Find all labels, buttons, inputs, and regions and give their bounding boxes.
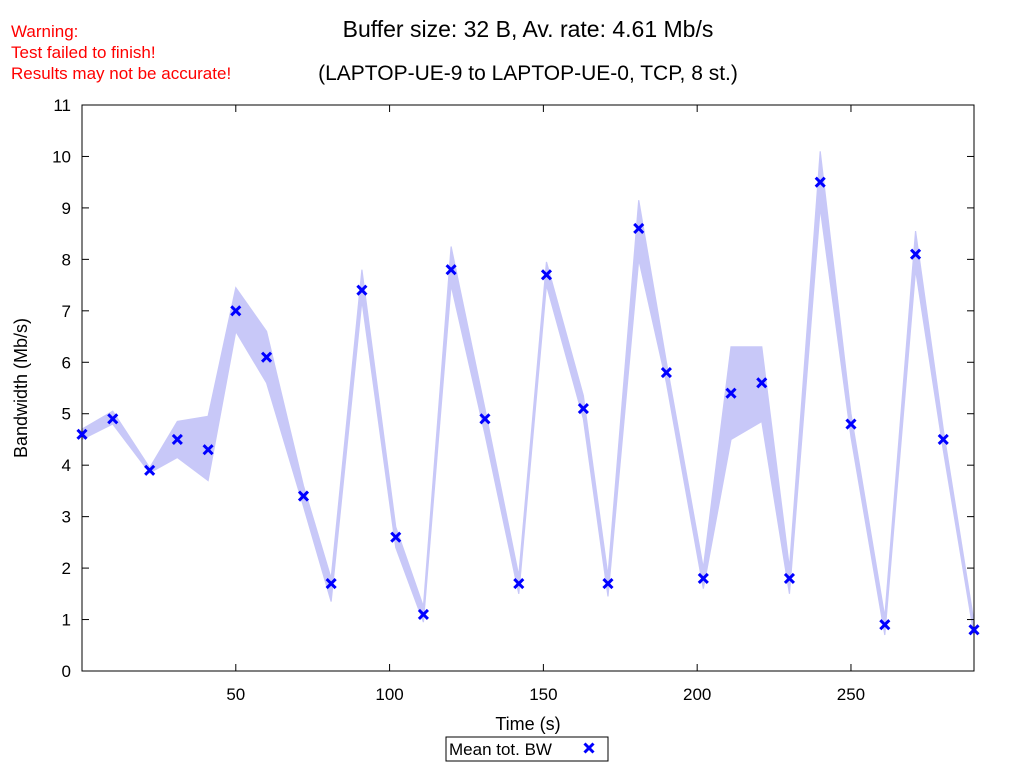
y-tick-label: 11 xyxy=(53,96,71,115)
data-point-marker xyxy=(171,433,183,446)
data-point-marker xyxy=(783,572,796,584)
legend-label: Mean tot. BW xyxy=(449,740,552,759)
confidence-band-layer xyxy=(81,151,975,636)
warning-line-2: Test failed to finish! xyxy=(11,43,156,62)
data-point-marker xyxy=(76,428,88,440)
data-point-marker xyxy=(479,413,491,425)
y-tick-label: 10 xyxy=(52,147,71,166)
data-point-marker xyxy=(845,418,857,430)
data-point-marker xyxy=(202,444,214,456)
y-tick-label: 0 xyxy=(62,662,71,681)
chart-title: Buffer size: 32 B, Av. rate: 4.61 Mb/s xyxy=(342,16,714,42)
data-point-marker xyxy=(697,572,709,584)
x-tick-label: 150 xyxy=(529,685,557,704)
data-point-marker xyxy=(325,577,337,590)
data-point-marker xyxy=(445,264,457,276)
y-tick-label: 8 xyxy=(62,250,71,269)
legend-marker-icon xyxy=(583,742,595,754)
data-point-marker xyxy=(356,284,368,296)
data-point-marker xyxy=(633,222,645,235)
data-point-marker xyxy=(756,377,768,389)
warning-line-3: Results may not be accurate! xyxy=(11,64,232,83)
data-point-marker xyxy=(513,577,525,590)
legend: Mean tot. BW xyxy=(445,736,609,762)
y-tick-label: 6 xyxy=(62,353,71,372)
data-point-marker xyxy=(144,464,156,476)
data-point-marker xyxy=(660,367,672,379)
data-point-marker xyxy=(968,624,980,636)
data-point-marker xyxy=(390,531,402,543)
warning-line-1: Warning: xyxy=(11,22,79,41)
bandwidth-range-band xyxy=(81,151,975,636)
data-point-marker xyxy=(937,433,949,446)
data-markers-layer xyxy=(76,176,980,636)
x-tick-label: 250 xyxy=(837,685,865,704)
chart-subtitle: (LAPTOP-UE-9 to LAPTOP-UE-0, TCP, 8 st.) xyxy=(318,62,738,85)
data-point-marker xyxy=(909,248,922,260)
data-point-marker xyxy=(577,403,589,415)
y-tick-label: 5 xyxy=(62,405,71,424)
data-point-marker xyxy=(602,577,614,590)
axis-ticks-layer: 0 1 2 3 4 5 6 7 8 9 10 11 50 100 150 200 250 xyxy=(52,96,974,704)
data-point-marker xyxy=(417,608,429,620)
data-point-marker xyxy=(230,305,242,317)
y-tick-label: 9 xyxy=(62,199,71,218)
x-tick-label: 50 xyxy=(226,685,245,704)
legend-x-marker xyxy=(583,742,595,754)
data-point-marker xyxy=(107,413,119,425)
y-tick-label: 3 xyxy=(62,508,71,527)
x-tick-label: 100 xyxy=(375,685,403,704)
y-tick-label: 4 xyxy=(62,456,71,475)
y-tick-label: 7 xyxy=(62,302,71,321)
y-tick-label: 2 xyxy=(62,559,71,578)
data-point-marker xyxy=(540,269,553,281)
warning-message: Warning: Test failed to finish! Results … xyxy=(11,21,231,84)
data-point-marker xyxy=(879,619,891,631)
y-axis-label: Bandwidth (Mb/s) xyxy=(11,318,31,458)
data-point-marker xyxy=(725,387,737,399)
y-tick-label: 1 xyxy=(62,611,71,630)
plot-frame xyxy=(81,104,975,672)
legend-box xyxy=(445,736,609,762)
data-point-marker xyxy=(260,351,273,363)
data-point-marker xyxy=(297,490,310,502)
x-axis-label: Time (s) xyxy=(495,714,560,734)
data-point-marker xyxy=(814,176,826,188)
x-tick-label: 200 xyxy=(683,685,711,704)
